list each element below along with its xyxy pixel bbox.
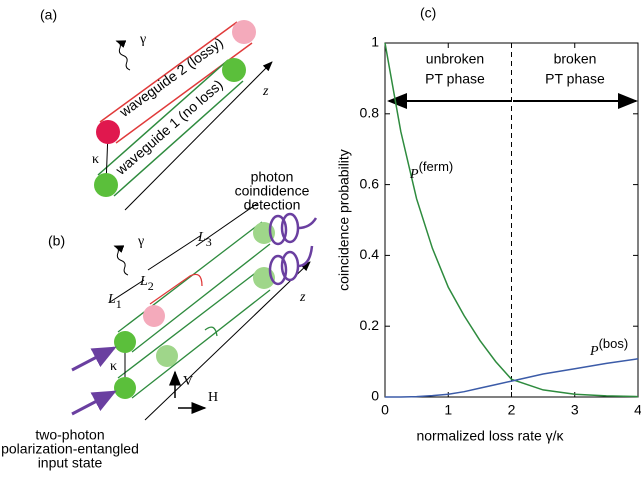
length-base: L [197,230,206,245]
y-tick-label: 0.6 [360,175,380,191]
panel-label: (c) [420,5,436,21]
mode [114,331,136,353]
y-tick-label: 1 [371,34,379,50]
length-sub: 2 [148,279,154,293]
z-axis [145,262,310,420]
detector [270,214,316,284]
series-label: P(ferm) [409,159,453,182]
waveguide-label: waveguide 1 (no loss) [112,76,226,178]
x-tick-label: 4 [634,402,641,418]
mode [96,120,120,144]
length-label: L2 [139,274,154,293]
y-tick-label: 0.4 [360,246,380,262]
series-label-sup: (ferm) [419,159,454,174]
diagram-b: (b) z κ L1 L2 L3 γ V H [1,169,316,471]
length-sub: 3 [206,235,212,249]
v-label: V [183,374,193,389]
x-tick-label: 2 [508,402,516,418]
x-axis-label: normalized loss rate γ/κ [416,428,564,444]
input-arrow [72,392,114,414]
page: {"chart_data": {"type": "line", "panel":… [0,0,641,481]
series-label-base: P [409,167,419,182]
mode [222,58,246,82]
chart: (c) normalized loss rate γ/κ coincidence… [336,5,641,444]
series-label: P(bos) [589,336,628,359]
detection-label: detection [244,197,301,213]
series-label-sup: (bos) [599,336,629,351]
length-base: L [139,274,148,289]
mode [94,173,118,197]
z-label: z [262,84,269,99]
length-bar [148,236,200,270]
diagram-a: (a) z κ waveguide 2 (lossy) waveguide 1 … [40,7,272,210]
length-base: L [107,292,116,307]
loss-arrow [115,40,132,71]
lossy-section [150,274,202,304]
gamma-label: γ [137,234,144,249]
length-label: L1 [107,292,122,311]
mode [156,345,178,367]
mode [143,305,165,327]
waveguide-edge [132,244,270,352]
input-arrow [72,348,114,370]
annotation: PT phase [545,71,605,87]
h-label: H [208,390,218,405]
y-tick-label: 0 [371,388,379,404]
x-tick-label: 0 [381,402,389,418]
mode [232,20,256,44]
annotation: broken [554,51,597,67]
section [205,327,217,336]
kappa-label: κ [92,152,99,167]
x-tick-label: 3 [571,402,579,418]
length-label: L3 [197,230,212,249]
length-sub: 1 [116,297,122,311]
y-tick-label: 0.8 [360,105,380,121]
loss-arrow [113,245,130,276]
z-label: z [299,290,306,305]
figure: (a) z κ waveguide 2 (lossy) waveguide 1 … [0,0,641,481]
series-label-base: P [589,344,599,359]
panel-label: (b) [48,233,65,249]
gamma-label: γ [139,32,146,47]
y-axis-label: coincidence probability [336,149,352,291]
x-tick-label: 1 [444,402,452,418]
panel-label: (a) [40,7,57,23]
annotation: unbroken [426,51,484,67]
input-label: input state [38,455,103,471]
kappa-label: κ [110,359,117,374]
annotation: PT phase [425,71,485,87]
y-tick-label: 0.2 [360,317,380,333]
mode [114,377,136,399]
